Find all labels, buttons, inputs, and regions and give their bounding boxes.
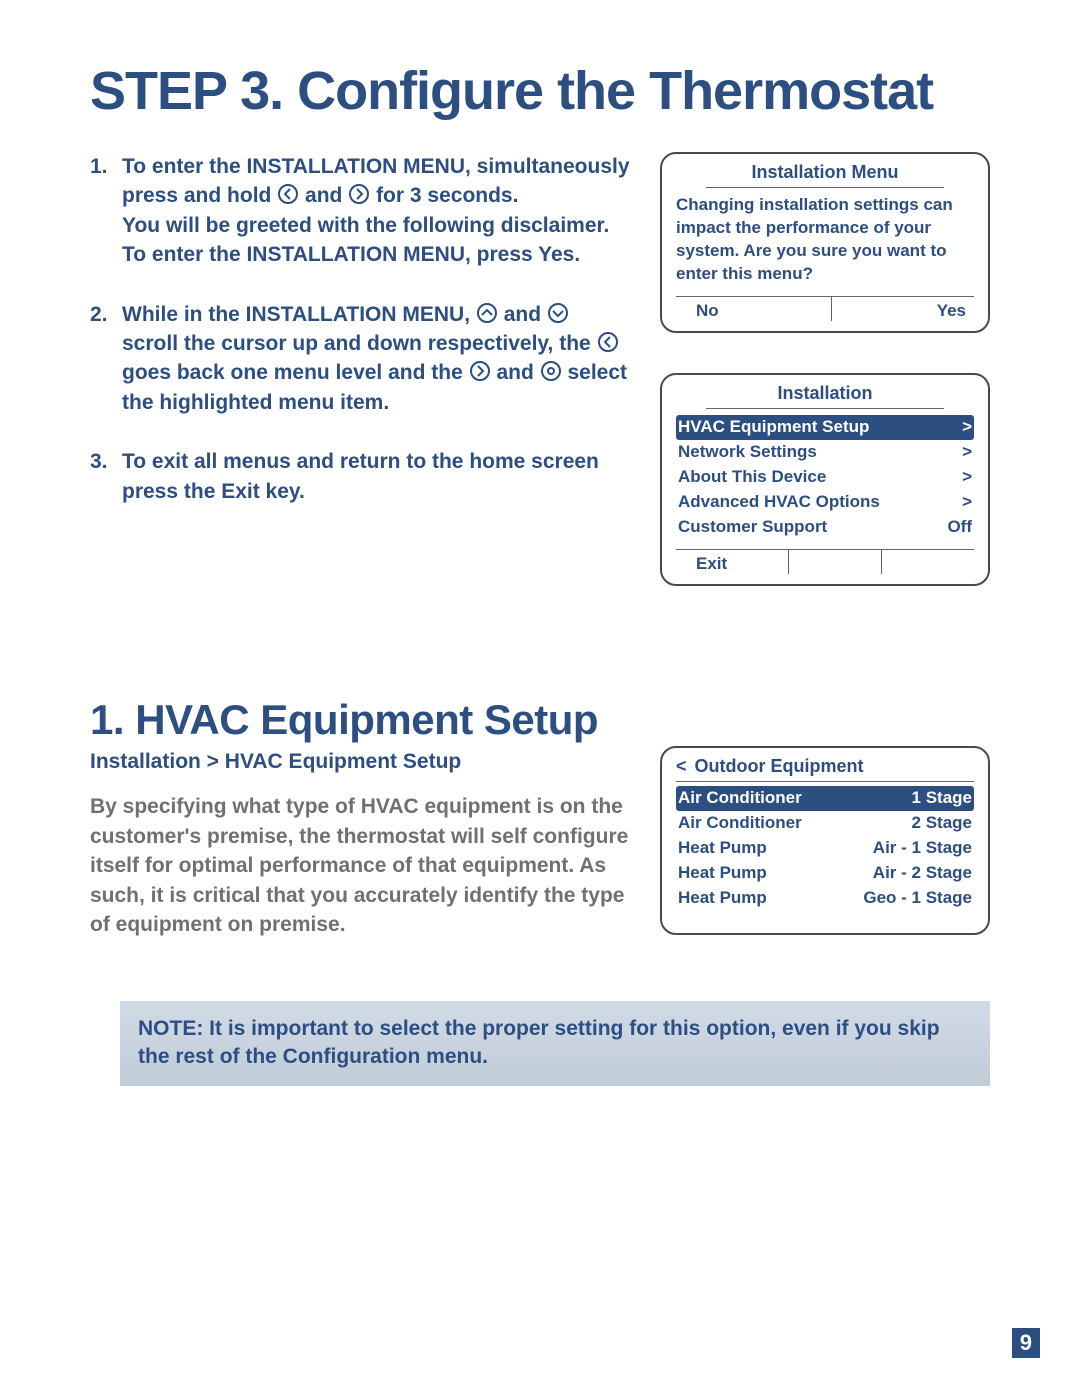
step-2-text-d: goes back one menu level and the [122,361,469,384]
step-1-text-b: and [305,184,348,207]
menu-row[interactable]: HVAC Equipment Setup> [676,415,974,440]
right-arrow-icon [469,360,491,382]
step-2-number: 2. [90,300,108,329]
screen2-title: Installation [706,383,944,409]
equipment-row[interactable]: Air Conditioner2 Stage [676,811,974,836]
menu-row[interactable]: About This Device> [676,465,974,490]
step-2-text-e: and [496,361,539,384]
equipment-row[interactable]: Air Conditioner1 Stage [676,786,974,811]
step-1-text-d: You will be greeted with the following d… [122,214,609,266]
menu-row[interactable]: Advanced HVAC Options> [676,490,974,515]
step-1: 1. To enter the INSTALLATION MENU, simul… [90,152,630,270]
installation-menu-screen: Installation Menu Changing installation … [660,152,990,333]
left-arrow-icon [597,331,619,353]
section-heading: 1. HVAC Equipment Setup [90,696,630,744]
breadcrumb: Installation > HVAC Equipment Setup [90,750,630,774]
screen1-title: Installation Menu [706,162,944,188]
screen3-back-icon[interactable]: < [676,756,687,777]
equipment-row[interactable]: Heat PumpAir - 2 Stage [676,861,974,886]
screen1-no-button[interactable]: No [676,297,832,321]
step-1-text-c: for 3 seconds. [376,184,518,207]
step-2: 2. While in the INSTALLATION MENU, and s… [90,300,630,418]
equipment-row[interactable]: Heat PumpGeo - 1 Stage [676,886,974,911]
step-2-text-a: While in the INSTALLATION MENU, [122,303,476,326]
step-3: 3. To exit all menus and return to the h… [90,447,630,506]
screen2-exit-button[interactable]: Exit [676,550,789,574]
menu-row[interactable]: Customer SupportOff [676,515,974,540]
screen3-title: Outdoor Equipment [695,756,864,777]
step-2-text-c: scroll the cursor up and down respective… [122,332,597,355]
step-1-number: 1. [90,152,108,181]
installation-list-screen: Installation HVAC Equipment Setup>Networ… [660,373,990,587]
step-2-text-b: and [504,303,547,326]
left-arrow-icon [277,183,299,205]
outdoor-equipment-screen: < Outdoor Equipment Air Conditioner1 Sta… [660,746,990,935]
step-3-number: 3. [90,447,108,476]
note-box: NOTE: It is important to select the prop… [120,1001,990,1086]
page-number: 9 [1012,1328,1040,1358]
right-arrow-icon [348,183,370,205]
select-icon [540,360,562,382]
page-title: STEP 3. Configure the Thermostat [90,60,990,122]
down-arrow-icon [547,302,569,324]
screen1-body: Changing installation settings can impac… [676,194,974,286]
menu-row[interactable]: Network Settings> [676,440,974,465]
screen1-yes-button[interactable]: Yes [832,297,975,321]
up-arrow-icon [476,302,498,324]
step-3-text: To exit all menus and return to the home… [122,450,599,502]
section-body: By specifying what type of HVAC equipmen… [90,792,630,939]
equipment-row[interactable]: Heat PumpAir - 1 Stage [676,836,974,861]
